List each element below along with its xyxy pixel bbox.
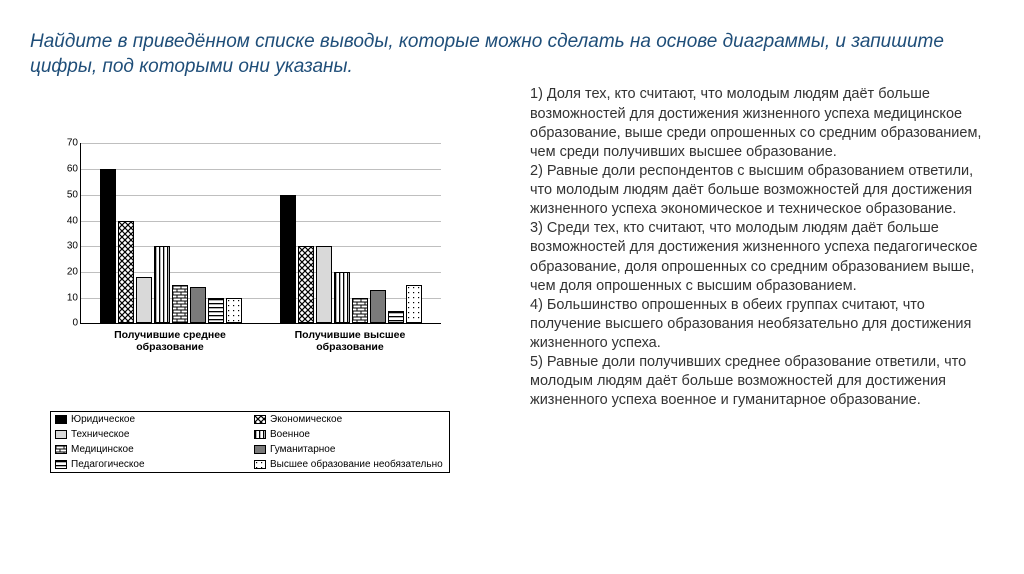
chart-bar <box>190 287 206 323</box>
legend-label: Высшее образование необязательно <box>270 459 443 470</box>
chart-column: 0 10 20 30 40 50 60 70 Получившие среднее образ… <box>30 85 520 473</box>
chart-legend: Юридическое Экономическое Техническое Военн… <box>50 411 450 473</box>
chart-xlabel: Получившие высшее образование <box>260 329 440 353</box>
legend-item: Военное <box>250 427 449 442</box>
chart-bar <box>334 272 350 323</box>
chart-group <box>261 143 441 323</box>
statement-2: 2) Равные доли респондентов с высшим обр… <box>530 162 994 219</box>
chart-bar <box>316 246 332 323</box>
legend-item: Педагогическое <box>51 457 250 472</box>
chart-ytick: 0 <box>58 318 78 329</box>
legend-swatch <box>254 415 266 424</box>
legend-label: Педагогическое <box>71 459 145 470</box>
chart-bar <box>280 195 296 324</box>
legend-label: Техническое <box>71 429 129 440</box>
chart-ytick: 50 <box>58 189 78 200</box>
chart-bar <box>136 277 152 323</box>
legend-swatch <box>55 460 67 469</box>
legend-swatch <box>254 430 266 439</box>
chart-bar <box>100 169 116 323</box>
chart-ytick: 30 <box>58 241 78 252</box>
chart-bar <box>226 298 242 324</box>
legend-item: Техническое <box>51 427 250 442</box>
chart-bar <box>154 246 170 323</box>
legend-row: Педагогическое Высшее образование необяза… <box>51 457 449 472</box>
legend-swatch <box>55 430 67 439</box>
chart-ytick: 70 <box>58 138 78 149</box>
legend-label: Военное <box>270 429 310 440</box>
chart-bar <box>172 285 188 324</box>
statement-1: 1) Доля тех, кто считают, что молодым лю… <box>530 85 994 162</box>
chart-bar <box>298 246 314 323</box>
statement-4: 4) Большинство опрошенных в обеих группа… <box>530 296 994 353</box>
legend-label: Юридическое <box>71 414 135 425</box>
chart-bar <box>406 285 422 324</box>
chart-xlabel: Получившие среднее образование <box>80 329 260 353</box>
legend-row: Юридическое Экономическое <box>51 412 449 427</box>
legend-item: Медицинское <box>51 442 250 457</box>
legend-swatch <box>55 415 67 424</box>
legend-row: Медицинское Гуманитарное <box>51 442 449 457</box>
chart-bar <box>208 298 224 324</box>
legend-swatch <box>55 445 67 454</box>
chart-ytick: 10 <box>58 292 78 303</box>
chart-ytick: 20 <box>58 266 78 277</box>
chart-ytick: 60 <box>58 164 78 175</box>
legend-item: Юридическое <box>51 412 250 427</box>
legend-label: Медицинское <box>71 444 134 455</box>
legend-item: Экономическое <box>250 412 449 427</box>
statements-column: 1) Доля тех, кто считают, что молодым лю… <box>520 85 994 410</box>
chart-bar <box>370 290 386 323</box>
chart-bar <box>352 298 368 324</box>
legend-label: Экономическое <box>270 414 342 425</box>
content-row: 0 10 20 30 40 50 60 70 Получившие среднее образ… <box>30 85 994 473</box>
chart-plot-area <box>80 143 441 324</box>
bar-chart: 010203040506070 Получившие среднее образ… <box>50 143 450 363</box>
chart-bar <box>118 221 134 324</box>
legend-item: Высшее образование необязательно <box>250 457 449 472</box>
legend-row: Техническое Военное <box>51 427 449 442</box>
legend-item: Гуманитарное <box>250 442 449 457</box>
chart-ytick: 40 <box>58 215 78 226</box>
chart-bar <box>388 311 404 324</box>
statement-5: 5) Равные доли получивших среднее образо… <box>530 353 994 410</box>
legend-swatch <box>254 445 266 454</box>
task-title: Найдите в приведённом списке выводы, кот… <box>30 30 994 79</box>
statement-3: 3) Среди тех, кто считают, что молодым л… <box>530 219 994 296</box>
chart-group <box>81 143 261 323</box>
legend-label: Гуманитарное <box>270 444 335 455</box>
page: Найдите в приведённом списке выводы, кот… <box>0 0 1024 574</box>
legend-swatch <box>254 460 266 469</box>
